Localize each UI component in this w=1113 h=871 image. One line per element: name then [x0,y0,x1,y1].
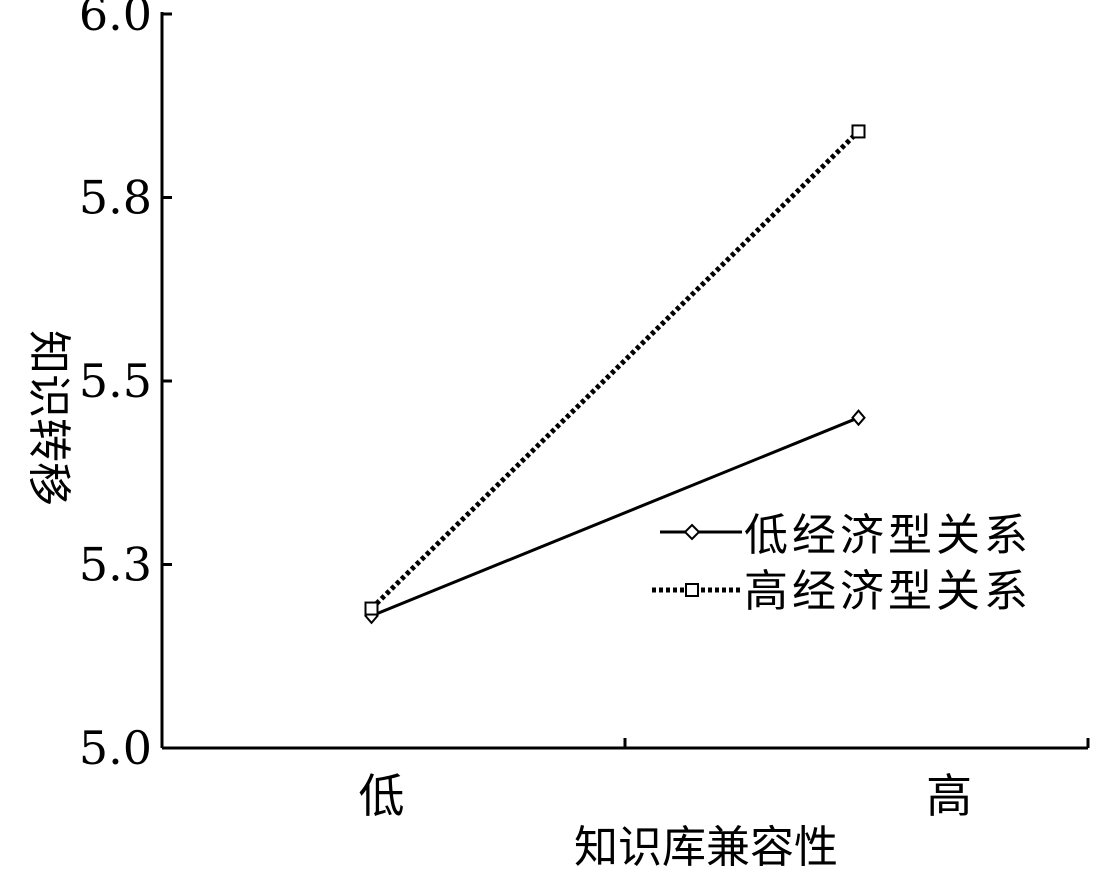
y-axis-title: 知识转移 [23,330,74,506]
y-tick-label: 5.0 [79,721,152,775]
legend-marker-low [683,523,701,541]
legend-item-high: 高经济型关系 [652,566,1032,617]
plot-area: 5.05.35.55.86.0 低高 [79,0,1090,823]
y-tick-label: 5.5 [79,354,152,408]
y-tick-label: 6.0 [79,0,152,41]
y-ticks: 5.0 5.3 5.5 5.8 6.0 [79,0,172,775]
x-ticks: 低高 [358,738,1090,823]
y-tick-label: 5.8 [79,171,152,225]
series-line-0 [370,416,860,618]
data-point-square [851,124,866,139]
series-line-1 [369,129,861,611]
data-point-diamond [851,409,866,427]
legend-label-high: 高经济型关系 [744,566,1032,617]
legend-label-low: 低经济型关系 [744,510,1032,561]
y-tick-label: 5.3 [79,538,152,592]
data-point-square [364,601,379,616]
x-tick-label: 高 [926,769,972,823]
series-layer [364,124,866,625]
legend: 低经济型关系 高经济型关系 [652,510,1032,617]
x-tick-label: 低 [358,769,404,823]
legend-marker-high [685,583,699,597]
x-axis-title: 知识库兼容性 [574,822,838,871]
legend-item-low: 低经济型关系 [660,510,1032,561]
